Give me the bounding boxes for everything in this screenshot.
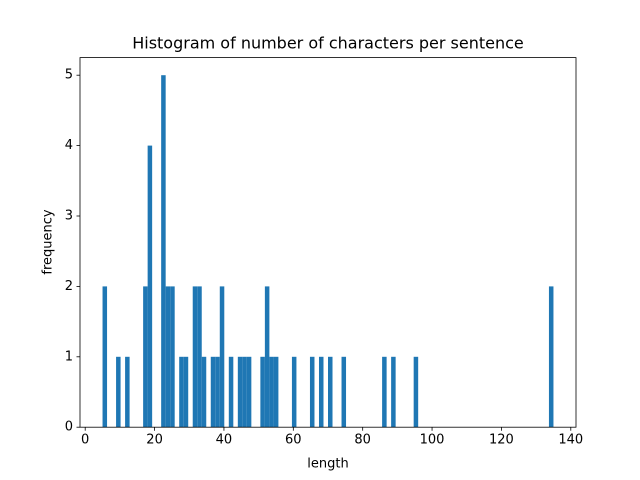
bar [264, 286, 270, 428]
bar [197, 286, 202, 428]
bar [192, 286, 198, 428]
bar [170, 286, 175, 428]
bar [228, 356, 234, 428]
bar [548, 286, 554, 428]
x-tick-label: 20 [146, 433, 163, 448]
y-tick-label: 5 [65, 68, 73, 83]
x-tick-label: 0 [81, 433, 89, 448]
y-tick-label: 0 [65, 420, 73, 435]
bar [102, 286, 108, 428]
bar [291, 356, 297, 428]
bar [318, 356, 324, 428]
bar [328, 356, 333, 428]
bar [125, 356, 130, 428]
bar [183, 356, 189, 428]
bar [215, 356, 220, 428]
bar [210, 356, 216, 428]
chart-title: Histogram of number of characters per se… [132, 34, 524, 53]
bar [219, 286, 225, 428]
bar [237, 356, 243, 428]
bar [413, 356, 419, 428]
y-tick-label: 1 [65, 349, 73, 364]
bar [147, 145, 153, 428]
x-tick-label: 40 [216, 433, 233, 448]
bar [341, 356, 347, 428]
bar [273, 356, 279, 428]
plot-area: 0 20 40 60 80 100 120 140 0 1 2 3 4 5 [65, 57, 583, 448]
bar [116, 356, 121, 428]
bar [260, 356, 265, 428]
x-tick-label: 80 [354, 433, 371, 448]
bar [382, 356, 387, 428]
axes-frame [79, 57, 577, 428]
bar [143, 286, 148, 428]
bar [269, 356, 274, 428]
y-tick-label: 4 [65, 138, 73, 153]
y-tick-label: 3 [65, 209, 73, 224]
x-tick-label: 120 [489, 433, 514, 448]
y-axis-label: frequency [41, 209, 56, 275]
x-tick-label: 60 [285, 433, 302, 448]
bar [242, 356, 247, 428]
bar [391, 356, 396, 428]
bar [165, 286, 171, 428]
bar [179, 356, 184, 428]
y-tick-label: 2 [65, 279, 73, 294]
bar [201, 356, 207, 428]
bar [246, 356, 252, 428]
x-axis-label: length [307, 457, 348, 472]
bar [161, 75, 166, 428]
x-tick-label: 140 [558, 433, 583, 448]
x-tick-label: 100 [420, 433, 445, 448]
bar [309, 356, 315, 428]
